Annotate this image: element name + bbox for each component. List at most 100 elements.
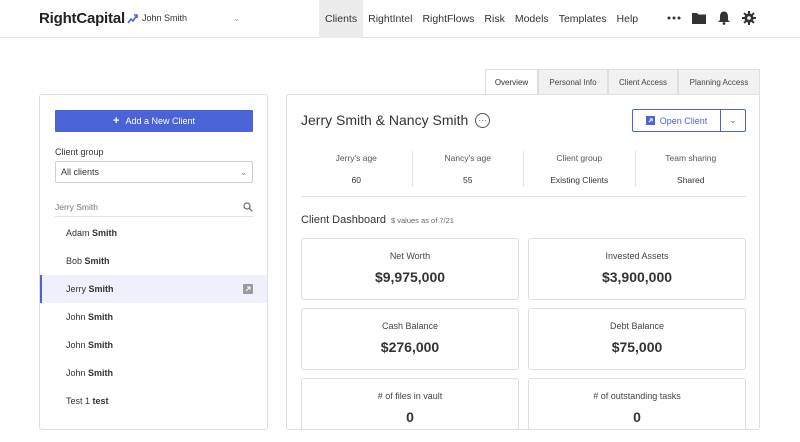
more-options-icon[interactable]: ···	[475, 112, 491, 128]
client-first-name: Bob	[66, 256, 83, 266]
card-label: Invested Assets	[605, 251, 669, 261]
client-search-input[interactable]	[55, 201, 225, 212]
client-list-item[interactable]: John Smith	[40, 359, 267, 387]
stat-jerry-age: Jerry's age 60	[301, 151, 412, 187]
client-name: Jerry Smith & Nancy Smith	[301, 112, 469, 128]
card-value: $75,000	[611, 339, 663, 355]
current-user: John Smith	[142, 13, 188, 23]
plus-icon: +	[113, 115, 120, 127]
stat-value: Shared	[677, 175, 705, 185]
bell-icon[interactable]	[716, 10, 732, 26]
stat-client-group: Client group Existing Clients	[523, 151, 635, 187]
open-client-button[interactable]: Open Client	[633, 110, 721, 131]
card-net-worth[interactable]: Net Worth $9,975,000	[301, 238, 519, 300]
client-list-item[interactable]: Test 1 test	[40, 387, 267, 415]
client-first-name: Jerry	[66, 284, 86, 294]
card-cash-balance[interactable]: Cash Balance $276,000	[301, 308, 519, 370]
stat-value: 60	[351, 175, 361, 185]
stat-label: Jerry's age	[335, 153, 377, 163]
divider	[301, 196, 746, 197]
client-first-name: Adam	[66, 228, 90, 238]
chevron-down-icon: ⌄	[233, 13, 240, 23]
card-label: Net Worth	[389, 251, 431, 261]
card-debt-balance[interactable]: Debt Balance $75,000	[528, 308, 746, 370]
card-outstanding-tasks[interactable]: # of outstanding tasks 0	[528, 378, 746, 429]
top-nav: RightCapital John Smith ⌄ Clients RightI…	[0, 0, 800, 38]
stat-nancy-age: Nancy's age 55	[411, 151, 524, 187]
client-list-item[interactable]: Bob Smith	[40, 247, 267, 275]
client-last-name: Smith	[92, 228, 118, 238]
search-icon[interactable]	[243, 201, 253, 212]
client-last-name: Smith	[88, 368, 114, 378]
logo-text: RightCapital	[39, 10, 125, 27]
open-external-icon[interactable]	[243, 284, 253, 294]
more-icon[interactable]	[666, 10, 682, 26]
client-first-name: Test 1	[66, 396, 91, 406]
chevron-down-icon: ⌄	[729, 115, 737, 125]
client-header: Jerry Smith & Nancy Smith ···	[301, 112, 491, 128]
client-last-name: Smith	[88, 284, 114, 294]
stat-label: Nancy's age	[444, 153, 491, 163]
card-value: $3,900,000	[601, 269, 673, 285]
card-label: Cash Balance	[381, 321, 439, 331]
client-sidebar: + Add a New Client Client group All clie…	[39, 94, 268, 430]
client-group-label: Client group	[55, 147, 104, 157]
client-list-item[interactable]: John Smith	[40, 303, 267, 331]
open-external-icon	[645, 116, 655, 125]
card-value: $9,975,000	[374, 269, 446, 285]
gear-icon[interactable]	[741, 10, 757, 26]
client-last-name: Smith	[88, 340, 114, 350]
folder-icon[interactable]	[691, 10, 707, 26]
nav-rightintel[interactable]: RightIntel	[368, 13, 413, 25]
client-list-item-selected[interactable]: Jerry Smith	[40, 275, 267, 303]
client-last-name: Smith	[88, 312, 114, 322]
client-overview-panel: Jerry Smith & Nancy Smith ··· Open Clien…	[286, 94, 760, 430]
nav-risk[interactable]: Risk	[484, 13, 505, 25]
client-last-name: test	[92, 396, 109, 406]
tab-planning-access[interactable]: Planning Access	[678, 69, 760, 95]
open-client-button-group: Open Client ⌄	[632, 109, 746, 132]
card-value: 0	[406, 409, 414, 425]
add-new-client-button[interactable]: + Add a New Client	[55, 110, 253, 132]
client-tabs: Overview Personal Info Client Access Pla…	[485, 69, 760, 95]
main-nav: Clients RightIntel RightFlows Risk Model…	[319, 0, 643, 38]
stat-team-sharing: Team sharing Shared	[634, 151, 747, 187]
client-list-item[interactable]: Adam Smith	[40, 219, 267, 247]
client-first-name: John	[66, 340, 86, 350]
chevron-down-icon: ⌄	[240, 167, 247, 177]
stat-label: Team sharing	[665, 153, 717, 163]
open-client-label: Open Client	[659, 115, 708, 126]
tab-personal-info[interactable]: Personal Info	[538, 69, 608, 95]
client-first-name: John	[66, 312, 86, 322]
nav-rightflows[interactable]: RightFlows	[422, 13, 475, 25]
nav-clients[interactable]: Clients	[319, 0, 364, 38]
client-last-name: Smith	[84, 256, 110, 266]
card-label: # of outstanding tasks	[593, 391, 681, 401]
client-list-item[interactable]: John Smith	[40, 331, 267, 359]
card-files-in-vault[interactable]: # of files in vault 0	[301, 378, 519, 429]
client-search	[55, 197, 253, 217]
dashboard-title: Client Dashboard	[301, 214, 386, 226]
logo[interactable]: RightCapital	[39, 10, 139, 27]
stat-value: Existing Clients	[550, 175, 609, 185]
card-value: $276,000	[380, 339, 440, 355]
tab-client-access[interactable]: Client Access	[608, 69, 678, 95]
dashboard-subtitle: $ values as of 7/21	[391, 216, 454, 225]
client-first-name: John	[66, 368, 86, 378]
stat-label: Client group	[556, 153, 603, 163]
card-label: # of files in vault	[377, 391, 443, 401]
client-stats: Jerry's age 60 Nancy's age 55 Client gro…	[301, 151, 746, 187]
client-list: Adam Smith Bob Smith Jerry Smith John Sm…	[40, 219, 267, 415]
nav-icons	[666, 10, 757, 26]
tab-overview[interactable]: Overview	[485, 69, 538, 95]
user-selector[interactable]: John Smith ⌄	[142, 13, 242, 23]
client-group-select[interactable]: All clients ⌄	[55, 161, 253, 183]
nav-models[interactable]: Models	[514, 13, 549, 25]
card-value: 0	[633, 409, 641, 425]
nav-templates[interactable]: Templates	[558, 13, 607, 25]
nav-help[interactable]: Help	[616, 13, 639, 25]
card-invested-assets[interactable]: Invested Assets $3,900,000	[528, 238, 746, 300]
open-client-dropdown[interactable]: ⌄	[721, 110, 745, 131]
logo-arrow-icon	[127, 13, 138, 23]
client-group-value: All clients	[61, 167, 100, 177]
